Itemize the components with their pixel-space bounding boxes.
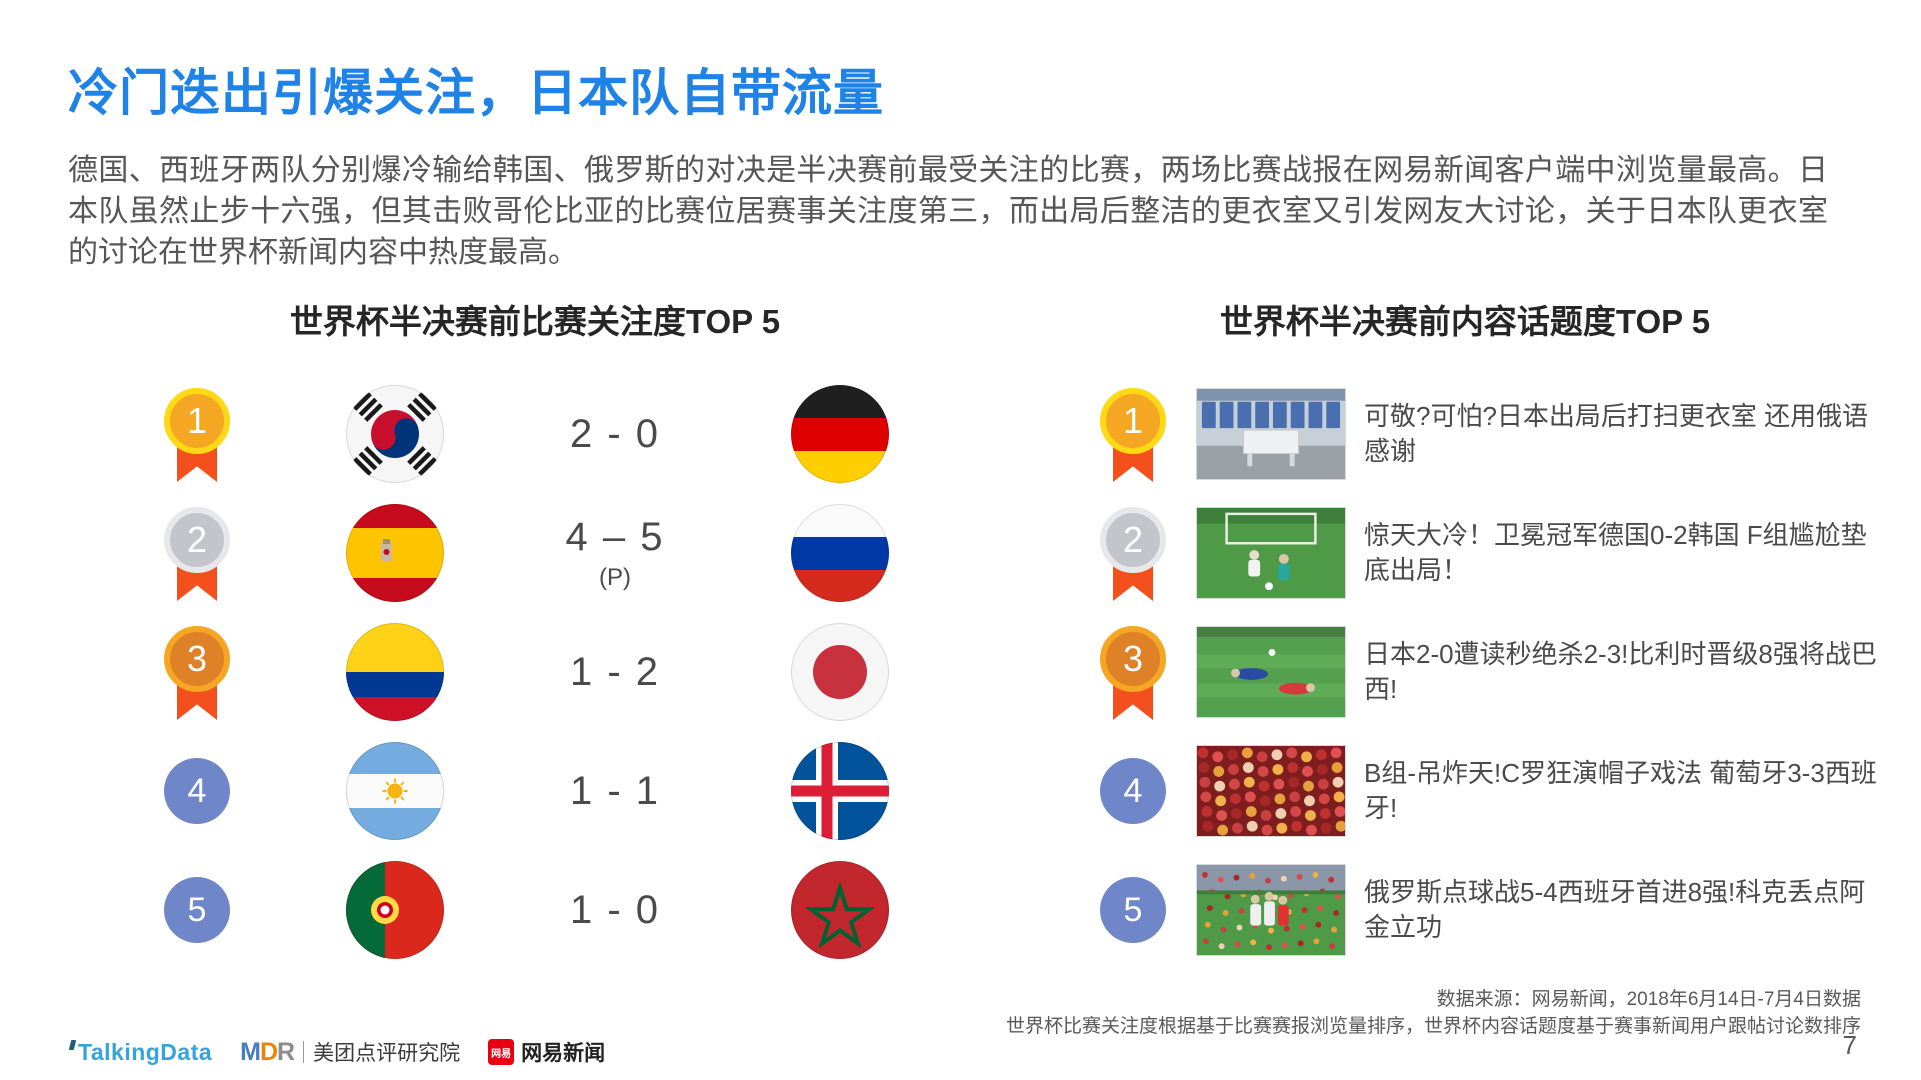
match-attention-panel: 世界杯半决赛前比赛关注度TOP 5 1 2 - 0 2 <box>130 302 940 960</box>
score-text: 1 - 1 <box>569 768 661 813</box>
match-score: 1 - 0 <box>535 888 695 933</box>
source-line-1: 数据来源：网易新闻，2018年6月14日-7月4日数据 <box>1436 989 1861 1010</box>
score-text: 4 – 5 <box>565 514 665 559</box>
south-korea-flag-icon <box>345 384 445 484</box>
rank-medal-slot: 2 <box>1098 503 1168 603</box>
match-row: 2 4 – 5 (P) <box>130 503 940 603</box>
rank-medal-slot: 5 <box>1098 860 1168 960</box>
match-score: 1 - 1 <box>535 769 695 814</box>
topic-row: 2 惊天大冷！卫冕冠军德国0-2韩国 F组尴尬垫底出局！ <box>1040 503 1890 603</box>
news-headline: 俄罗斯点球战5-4西班牙首进8强!科克丢点阿金立功 <box>1364 877 1866 942</box>
colombia-flag-icon <box>345 622 445 722</box>
germany-korea-match-thumbnail <box>1196 507 1346 599</box>
rank-medal-slot: 1 <box>1098 384 1168 484</box>
page-number: 7 <box>1842 1030 1857 1060</box>
footer-logos: TalkingData MDR 美团点评研究院 网易 网易新闻 <box>68 1036 605 1068</box>
germany-flag-icon <box>790 384 890 484</box>
netease-app-icon: 网易 <box>488 1039 515 1065</box>
rank-medal-slot: 3 <box>162 622 232 722</box>
japan-flag-icon <box>790 622 890 722</box>
rank-5-badge: 5 <box>162 860 232 960</box>
iceland-flag-icon <box>790 741 890 841</box>
rank-number: 1 <box>186 400 208 441</box>
rank-medal-slot: 1 <box>162 384 232 484</box>
rank-2-medal-icon: 2 <box>1098 503 1168 603</box>
netease-news-label: 网易新闻 <box>521 1042 606 1065</box>
netease-news-logo: 网易 网易新闻 <box>488 1037 605 1067</box>
topic-row: 4 B组-吊炸天!C罗狂演帽子戏法 葡萄牙3-3西班牙! <box>1040 741 1890 841</box>
score-note: (P) <box>599 563 631 591</box>
rank-4-badge: 4 <box>1098 741 1168 841</box>
match-list: 1 2 - 0 2 4 – 5 (P) <box>130 384 940 960</box>
page-title: 冷门迭出引爆关注，日本队自带流量 <box>68 65 884 121</box>
match-row: 5 1 - 0 <box>130 860 940 960</box>
rank-medal-slot: 2 <box>162 503 232 603</box>
rank-medal-slot: 5 <box>162 860 232 960</box>
spain-flag-icon <box>345 503 445 603</box>
russia-flag-icon <box>790 503 890 603</box>
rank-medal-slot: 4 <box>162 741 232 841</box>
score-text: 2 - 0 <box>569 411 661 456</box>
mdr-logo: MDR <box>240 1037 295 1066</box>
news-headline: 惊天大冷！卫冕冠军德国0-2韩国 F组尴尬垫底出局！ <box>1364 520 1867 585</box>
rank-number: 5 <box>1123 890 1143 929</box>
talkingdata-wordmark: TalkingData <box>78 1038 213 1065</box>
intro-paragraph: 德国、西班牙两队分别爆冷输给韩国、俄罗斯的对决是半决赛前最受关注的比赛，两场比赛… <box>68 154 1828 269</box>
match-row: 4 1 - 1 <box>130 741 940 841</box>
locker-room-thumbnail <box>1196 388 1346 480</box>
topic-row: 1 可敬?可怕?日本出局后打扫更衣室 还用俄语感谢 <box>1040 384 1890 484</box>
rank-3-medal-icon: 3 <box>1098 622 1168 722</box>
portugal-flag-icon <box>345 860 445 960</box>
rank-number: 2 <box>186 519 208 560</box>
rank-number: 2 <box>1122 519 1144 560</box>
topic-list: 1 可敬?可怕?日本出局后打扫更衣室 还用俄语感谢 2 惊天大冷！卫冕冠军德国0… <box>1040 384 1890 960</box>
talkingdata-tick-icon <box>68 1039 77 1050</box>
news-headline: 可敬?可怕?日本出局后打扫更衣室 还用俄语感谢 <box>1364 401 1869 466</box>
japan-belgium-match-thumbnail <box>1196 626 1346 718</box>
score-text: 1 - 0 <box>569 887 661 932</box>
match-score: 1 - 2 <box>535 650 695 695</box>
content-topic-panel-title: 世界杯半决赛前内容话题度TOP 5 <box>1219 303 1711 340</box>
match-score: 2 - 0 <box>535 412 695 457</box>
rank-medal-slot: 3 <box>1098 622 1168 722</box>
talkingdata-logo: TalkingData <box>68 1038 213 1066</box>
rank-4-badge: 4 <box>162 741 232 841</box>
rank-number: 3 <box>186 638 208 679</box>
data-source-note: 数据来源：网易新闻，2018年6月14日-7月4日数据 世界杯比赛关注度根据基于… <box>1006 986 1861 1040</box>
portugal-fans-thumbnail <box>1196 745 1346 837</box>
rank-number: 1 <box>1122 400 1144 441</box>
topic-row: 5 俄罗斯点球战5-4西班牙首进8强!科克丢点阿金立功 <box>1040 860 1890 960</box>
content-topic-panel: 世界杯半决赛前内容话题度TOP 5 1 可敬?可怕?日本出局后打扫更衣室 还用俄… <box>1040 302 1890 960</box>
topic-row: 3 日本2-0遭读秒绝杀2-3!比利时晋级8强将战巴西! <box>1040 622 1890 722</box>
match-row: 1 2 - 0 <box>130 384 940 484</box>
logo-divider <box>303 1041 305 1063</box>
score-text: 1 - 2 <box>569 649 661 694</box>
rank-5-badge: 5 <box>1098 860 1168 960</box>
source-line-2: 世界杯比赛关注度根据基于比赛赛报浏览量排序，世界杯内容话题度基于赛事新闻用户跟帖… <box>1005 1016 1861 1037</box>
match-row: 3 1 - 2 <box>130 622 940 722</box>
match-score: 4 – 5 (P) <box>535 515 695 592</box>
meituan-research-label: 美团点评研究院 <box>313 1042 461 1065</box>
russia-celebration-thumbnail <box>1196 864 1346 956</box>
mdr-meituan-logo: MDR 美团点评研究院 <box>240 1037 460 1067</box>
morocco-flag-icon <box>790 860 890 960</box>
news-headline: 日本2-0遭读秒绝杀2-3!比利时晋级8强将战巴西! <box>1364 639 1877 704</box>
rank-1-medal-icon: 1 <box>1098 384 1168 484</box>
rank-2-medal-icon: 2 <box>162 503 232 603</box>
news-headline: B组-吊炸天!C罗狂演帽子戏法 葡萄牙3-3西班牙! <box>1364 758 1877 823</box>
argentina-flag-icon <box>345 741 445 841</box>
rank-1-medal-icon: 1 <box>162 384 232 484</box>
rank-medal-slot: 4 <box>1098 741 1168 841</box>
rank-3-medal-icon: 3 <box>162 622 232 722</box>
rank-number: 5 <box>187 890 207 929</box>
rank-number: 4 <box>1123 771 1143 810</box>
match-attention-panel-title: 世界杯半决赛前比赛关注度TOP 5 <box>289 303 781 340</box>
rank-number: 4 <box>187 771 207 810</box>
rank-number: 3 <box>1122 638 1144 679</box>
